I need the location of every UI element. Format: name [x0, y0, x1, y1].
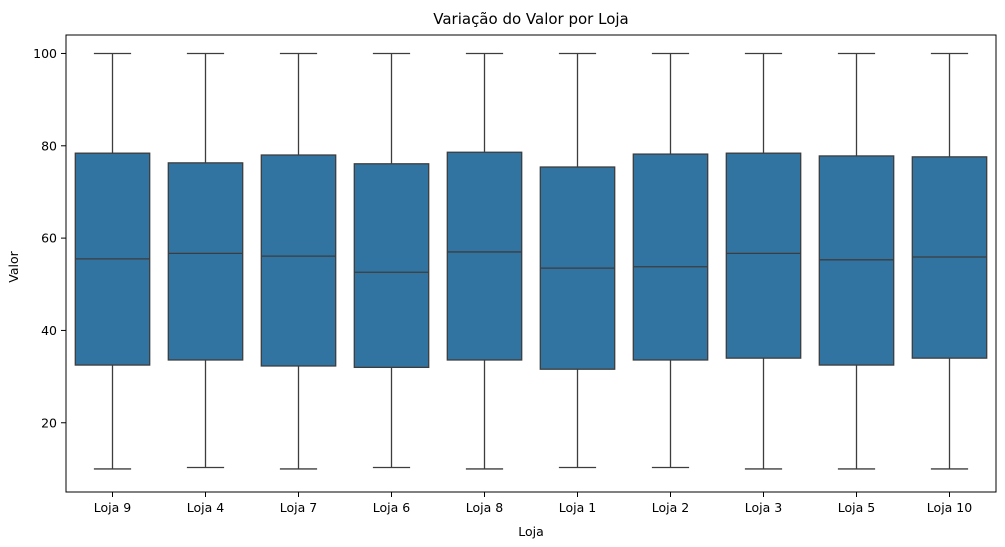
- x-tick-label: Loja 9: [94, 500, 131, 515]
- y-tick-label: 40: [41, 323, 57, 338]
- y-tick-label: 100: [33, 46, 57, 61]
- box-loja-4: [167, 162, 244, 361]
- x-tick-label: Loja 10: [927, 500, 972, 515]
- x-tick-label: Loja 6: [373, 500, 410, 515]
- y-tick-label: 20: [41, 415, 57, 430]
- x-tick-label: Loja 1: [559, 500, 596, 515]
- x-tick-label: Loja 3: [745, 500, 782, 515]
- chart-title: Variação do Valor por Loja: [433, 10, 629, 28]
- box-loja-7: [260, 154, 337, 367]
- plot-frame: [65, 34, 997, 493]
- box-loja-6: [353, 163, 430, 369]
- y-axis-title: Valor: [6, 250, 21, 282]
- box-loja-8: [446, 151, 523, 361]
- y-tick-label: 80: [41, 138, 57, 153]
- x-tick-label: Loja 5: [838, 500, 875, 515]
- x-tick-label: Loja 7: [280, 500, 317, 515]
- box-loja-2: [632, 153, 709, 361]
- x-axis-title: Loja: [518, 524, 544, 539]
- x-tick-label: Loja 4: [187, 500, 224, 515]
- box-loja-5: [818, 155, 895, 366]
- x-tick-label: Loja 8: [466, 500, 503, 515]
- plot-area: Loja 9 Loja 4 Loja 7 Loja 6 Loja 8 Loja 1 Loja…: [33, 34, 997, 515]
- box-loja-3: [725, 152, 802, 359]
- x-tick-label: Loja 2: [652, 500, 689, 515]
- y-tick-label: 60: [41, 231, 57, 246]
